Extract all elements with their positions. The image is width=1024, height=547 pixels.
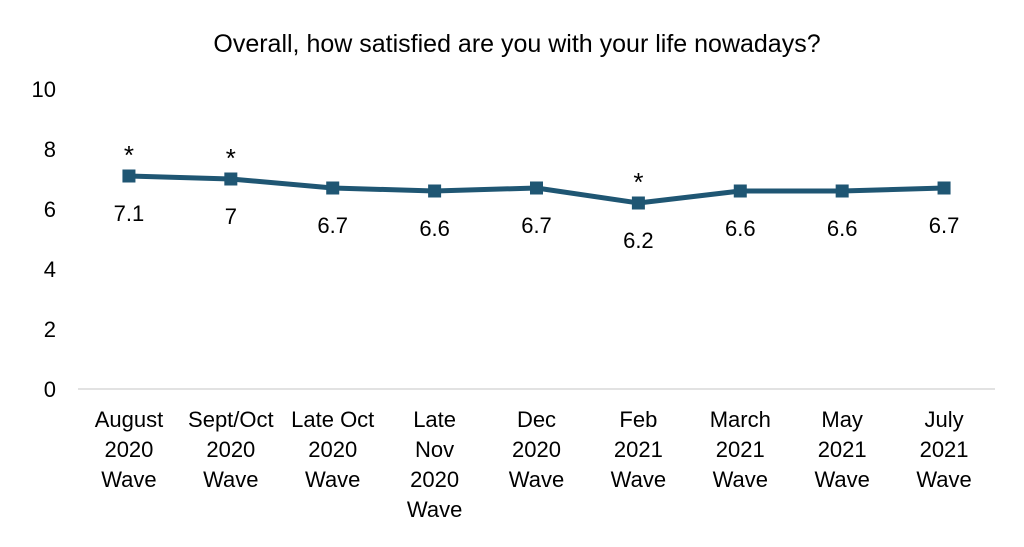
- x-tick-label: Late Oct 2020 Wave: [291, 407, 374, 492]
- series-line-group: 7.1 * 7 * 6.7 6.6 6.7 6.2 * 6.6 6.6 6.7: [114, 140, 960, 253]
- data-label: 7: [225, 204, 237, 229]
- x-tick-label: August 2020 Wave: [95, 407, 164, 492]
- x-tick-label: Dec 2020 Wave: [509, 407, 564, 492]
- data-label: 6.7: [929, 213, 960, 238]
- data-label: 7.1: [114, 201, 145, 226]
- x-tick-label: Sept/Oct 2020 Wave: [188, 407, 274, 492]
- data-point-marker: [326, 181, 340, 195]
- x-tick-label: March 2021 Wave: [710, 407, 771, 492]
- data-point-marker: [733, 184, 747, 198]
- data-point-marker: [835, 184, 849, 198]
- y-tick-label: 8: [44, 137, 56, 162]
- significance-mark: *: [633, 167, 643, 197]
- y-tick-label: 4: [44, 257, 56, 282]
- data-label: 6.6: [725, 216, 756, 241]
- x-tick-label: Late Nov 2020 Wave: [407, 407, 462, 522]
- y-tick-label: 10: [32, 77, 56, 102]
- data-label: 6.7: [521, 213, 552, 238]
- y-tick-label: 6: [44, 197, 56, 222]
- y-axis: 0 2 4 6 8 10: [32, 77, 56, 402]
- significance-mark: *: [124, 140, 134, 170]
- x-tick-label: July 2021 Wave: [916, 407, 971, 492]
- data-point-marker: [530, 181, 543, 195]
- significance-mark: *: [226, 143, 236, 173]
- chart-title: Overall, how satisfied are you with your…: [213, 30, 820, 58]
- data-point-marker: [122, 169, 136, 183]
- data-label: 6.7: [317, 213, 348, 238]
- x-tick-label: May 2021 Wave: [814, 407, 869, 492]
- data-label: 6.6: [419, 216, 450, 241]
- y-tick-label: 0: [44, 377, 56, 402]
- data-label: 6.2: [623, 228, 654, 253]
- data-point-marker: [937, 181, 951, 195]
- data-point-marker: [631, 196, 645, 210]
- data-label: 6.6: [827, 216, 858, 241]
- y-tick-label: 2: [44, 317, 56, 342]
- x-tick-label: Feb 2021 Wave: [611, 407, 666, 492]
- data-point-marker: [224, 172, 238, 186]
- data-point-marker: [428, 184, 442, 198]
